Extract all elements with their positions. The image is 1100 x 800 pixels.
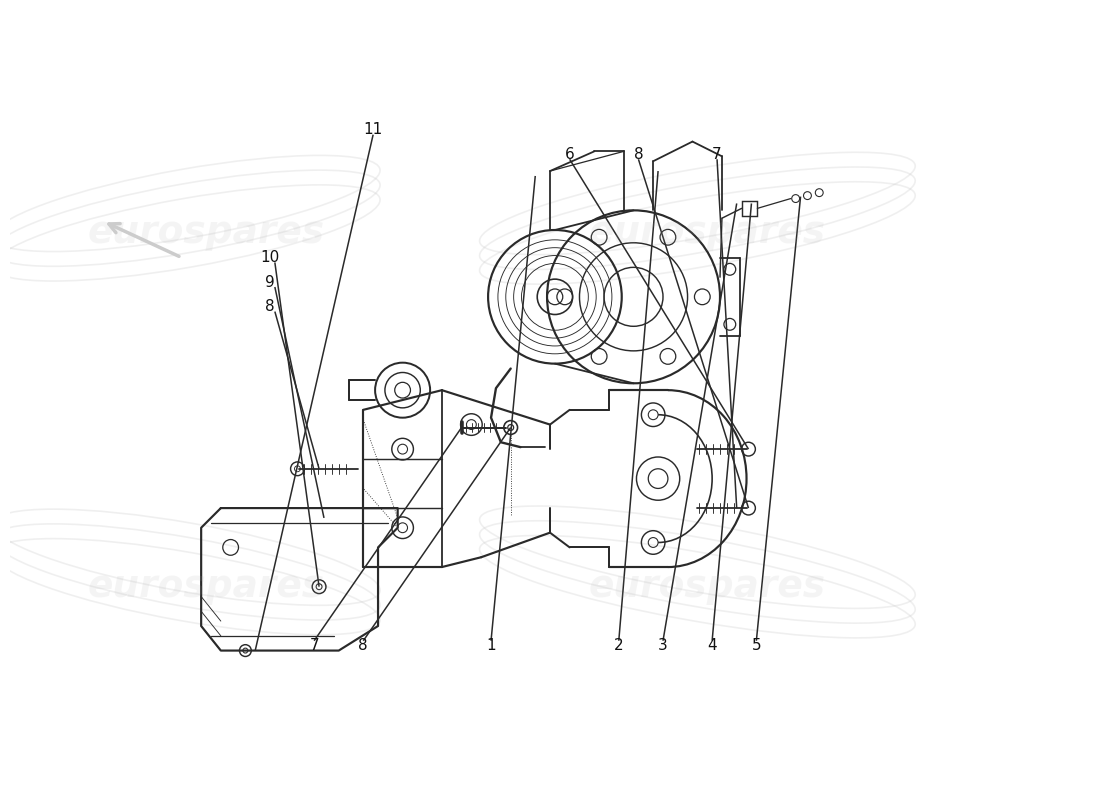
Text: eurospares: eurospares [88, 215, 324, 251]
Text: 2: 2 [614, 638, 624, 653]
Text: 10: 10 [261, 250, 279, 265]
Text: eurospares: eurospares [588, 569, 826, 605]
Text: 3: 3 [658, 638, 668, 653]
Text: 5: 5 [751, 638, 761, 653]
Text: 11: 11 [363, 122, 383, 138]
Text: 8: 8 [265, 299, 275, 314]
Text: 8: 8 [634, 147, 643, 162]
Bar [741, 201, 757, 216]
Text: 8: 8 [359, 638, 369, 653]
Text: 9: 9 [265, 274, 275, 290]
Text: 7: 7 [309, 638, 319, 653]
Text: 1: 1 [486, 638, 496, 653]
Text: eurospares: eurospares [88, 569, 324, 605]
Text: 7: 7 [712, 147, 722, 162]
Text: eurospares: eurospares [588, 215, 826, 251]
Text: 4: 4 [707, 638, 717, 653]
Text: 6: 6 [564, 147, 574, 162]
